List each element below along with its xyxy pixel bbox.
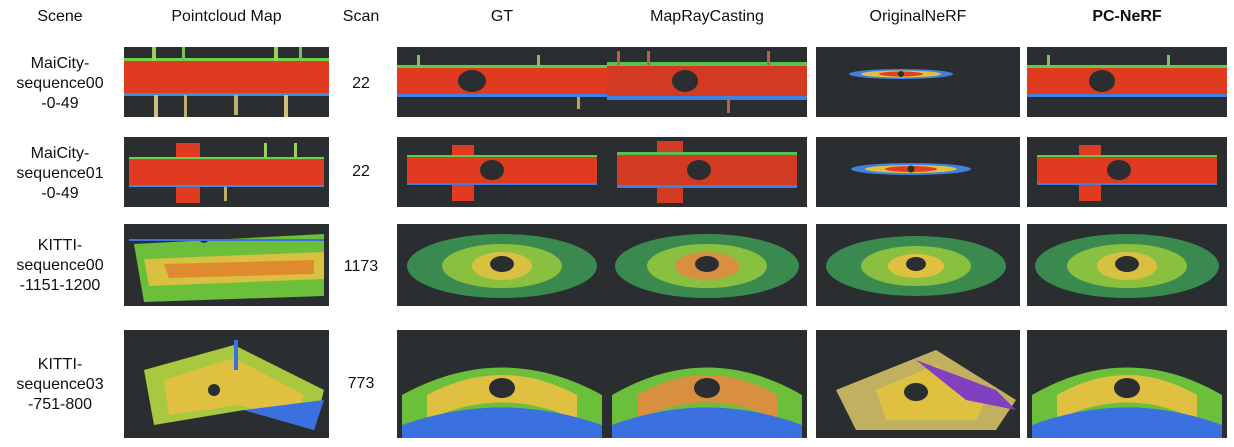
row-scene-label: MaiCity- sequence00 -0-49 bbox=[16, 55, 104, 112]
gt-image bbox=[397, 137, 607, 207]
pcnerf-image bbox=[1027, 47, 1227, 117]
row-scan-value: 22 bbox=[352, 75, 370, 92]
column-header-pointcloud-map: Pointcloud Map bbox=[171, 8, 282, 25]
pcnerf-image bbox=[1027, 330, 1227, 438]
mapraycasting-image bbox=[607, 224, 807, 306]
column-header-pcnerf: PC-NeRF bbox=[1092, 8, 1162, 25]
row-scene-label: KITTI- sequence03 -751-800 bbox=[16, 356, 104, 413]
row-scan-value: 22 bbox=[352, 163, 370, 180]
pcnerf-image bbox=[1027, 137, 1227, 207]
row-scan-value: 773 bbox=[347, 375, 375, 392]
originalnerf-image bbox=[816, 224, 1020, 306]
pointcloud-map-image bbox=[124, 330, 329, 438]
column-header-originalnerf: OriginalNeRF bbox=[869, 8, 967, 25]
column-header-scene: Scene bbox=[37, 8, 83, 25]
row-scan-value: 1173 bbox=[343, 258, 379, 275]
row-scene-label: KITTI- sequence00 -1151-1200 bbox=[16, 237, 104, 294]
mapraycasting-image bbox=[607, 137, 807, 207]
column-header-scan: Scan bbox=[342, 8, 380, 25]
gt-image bbox=[397, 330, 607, 438]
originalnerf-image bbox=[816, 47, 1020, 117]
column-header-gt: GT bbox=[490, 8, 514, 25]
pointcloud-map-image bbox=[124, 47, 329, 117]
row-scene-label: MaiCity- sequence01 -0-49 bbox=[16, 145, 104, 202]
mapraycasting-image bbox=[607, 47, 807, 117]
pcnerf-image bbox=[1027, 224, 1227, 306]
pointcloud-map-image bbox=[124, 224, 329, 306]
gt-image bbox=[397, 224, 607, 306]
originalnerf-image bbox=[816, 137, 1020, 207]
gt-image bbox=[397, 47, 607, 117]
pointcloud-map-image bbox=[124, 137, 329, 207]
originalnerf-image bbox=[816, 330, 1020, 438]
column-header-mapraycasting: MapRayCasting bbox=[650, 8, 764, 25]
mapraycasting-image bbox=[607, 330, 807, 438]
